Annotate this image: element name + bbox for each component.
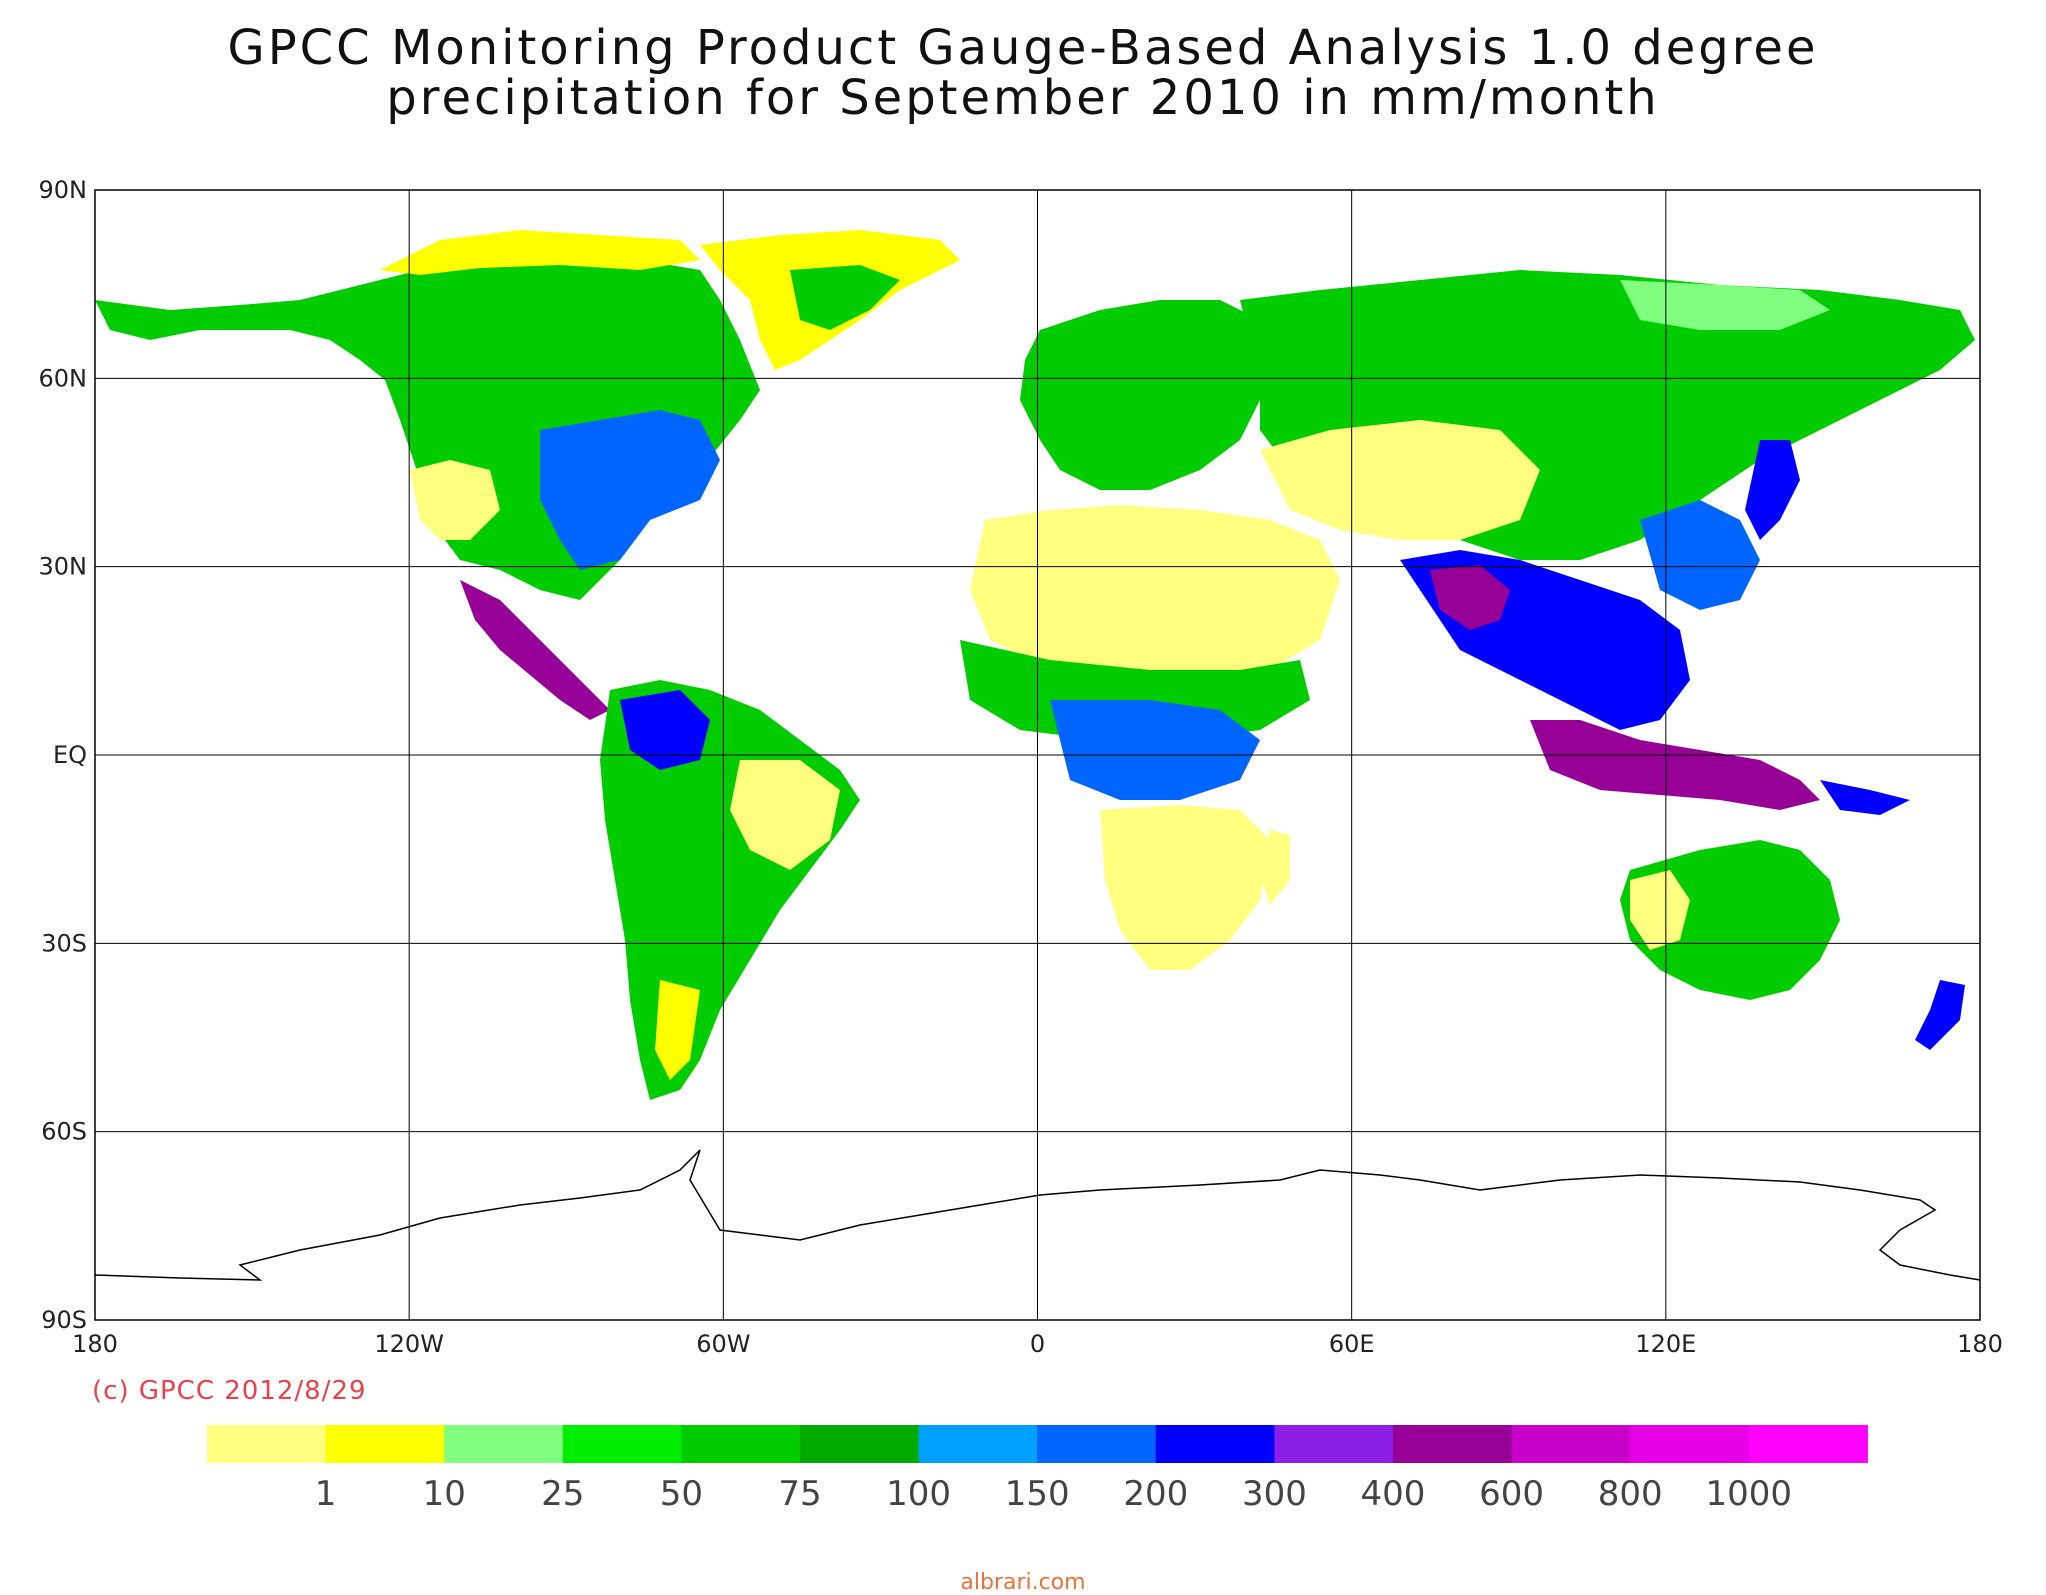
colorbar-swatch [1511, 1425, 1631, 1463]
longitude-label: 180 [1957, 1330, 2003, 1358]
colorbar-label: 800 [1598, 1474, 1663, 1514]
region-africa-sahara [970, 505, 1340, 680]
latitude-label: 30N [39, 553, 88, 581]
longitude-label: 0 [1030, 1330, 1045, 1358]
colorbar-label: 50 [660, 1474, 703, 1514]
longitude-label: 60W [696, 1330, 750, 1358]
colorbar-swatch [1748, 1425, 1868, 1463]
colorbar-label: 600 [1479, 1474, 1544, 1514]
region-north-america-dry [410, 460, 500, 540]
colorbar-swatch [1630, 1425, 1750, 1463]
region-central-asia-dry [1260, 420, 1540, 540]
region-africa-south [1100, 805, 1270, 970]
region-brazil-dry [730, 760, 840, 870]
map-title-line2: precipitation for September 2010 in mm/m… [386, 70, 1660, 126]
longitude-labels: 180 120W 60W 0 60E 120E 180 [72, 1330, 2003, 1358]
footer-watermark: albrari.com [960, 1570, 1086, 1595]
latitude-labels: 90N 60N 30N EQ 30S 60S 90S [39, 176, 88, 1334]
longitude-label: 60E [1329, 1330, 1375, 1358]
colorbar-swatch [1037, 1425, 1157, 1463]
region-amazon-wet [620, 690, 710, 770]
latitude-label: EQ [53, 741, 87, 769]
region-central-america [460, 580, 610, 720]
longitude-label: 120W [374, 1330, 444, 1358]
grid-lines [95, 190, 1980, 1320]
colorbar-swatch [800, 1425, 920, 1463]
latitude-label: 60S [41, 1118, 87, 1146]
colorbar-label: 75 [778, 1474, 821, 1514]
region-greenland-east [790, 265, 900, 330]
colorbar-label: 1000 [1706, 1474, 1793, 1514]
latitude-label: 90S [41, 1306, 87, 1334]
region-east-asia [1640, 500, 1760, 610]
region-east-us-wet [540, 410, 720, 570]
colorbar-label: 400 [1361, 1474, 1426, 1514]
colorbar [207, 1425, 1868, 1463]
map-title-line1: GPCC Monitoring Product Gauge-Based Anal… [227, 20, 1819, 76]
region-siberia-north [1620, 280, 1830, 330]
region-new-zealand [1915, 980, 1965, 1050]
region-antarctica [94, 1149, 1981, 1281]
colorbar-swatch [562, 1425, 682, 1463]
latitude-label: 90N [39, 176, 88, 204]
colorbar-swatch [207, 1425, 327, 1463]
region-australia-west-dry [1630, 870, 1690, 950]
colorbar-labels: 1 10 25 50 75 100 150 200 300 400 600 800 1000 [315, 1474, 1792, 1514]
region-japan [1745, 440, 1800, 540]
longitude-label: 180 [72, 1330, 118, 1358]
colorbar-label: 100 [886, 1474, 951, 1514]
region-maritime-continent [1530, 720, 1820, 810]
precipitation-field [94, 230, 1981, 1281]
region-canada-arctic [380, 230, 700, 275]
copyright-note: (c) GPCC 2012/8/29 [92, 1376, 367, 1406]
colorbar-swatch [1393, 1425, 1513, 1463]
longitude-label: 120E [1635, 1330, 1696, 1358]
region-europe [1020, 300, 1280, 490]
colorbar-swatch [681, 1425, 801, 1463]
region-africa-equatorial [1050, 700, 1260, 800]
region-new-guinea [1820, 780, 1910, 815]
latitude-label: 30S [41, 929, 87, 957]
colorbar-swatch [325, 1425, 445, 1463]
colorbar-swatch [1274, 1425, 1394, 1463]
colorbar-label: 1 [315, 1474, 337, 1514]
colorbar-label: 10 [423, 1474, 466, 1514]
colorbar-swatch [1155, 1425, 1275, 1463]
latitude-label: 60N [39, 364, 88, 392]
colorbar-label: 150 [1005, 1474, 1070, 1514]
region-madagascar [1260, 830, 1290, 905]
region-india-extreme [1430, 565, 1510, 630]
colorbar-swatch [918, 1425, 1038, 1463]
colorbar-swatch [444, 1425, 564, 1463]
colorbar-label: 25 [541, 1474, 584, 1514]
colorbar-label: 200 [1123, 1474, 1188, 1514]
region-patagonia-dry [655, 980, 700, 1080]
colorbar-label: 300 [1242, 1474, 1307, 1514]
